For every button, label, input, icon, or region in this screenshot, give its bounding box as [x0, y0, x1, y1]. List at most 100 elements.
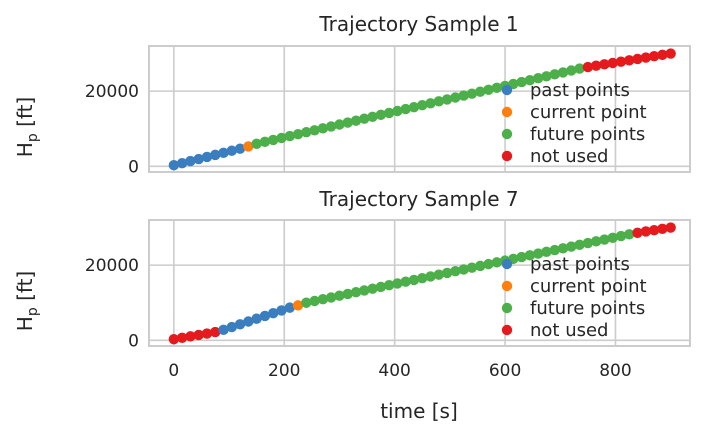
data-point-past-points — [268, 307, 279, 319]
data-point-future-points — [325, 292, 337, 303]
x-tick-label: 600 — [489, 361, 521, 381]
data-point-future-points — [400, 276, 411, 287]
data-point-future-points — [367, 111, 378, 122]
panel-2-data-points — [168, 222, 676, 345]
data-point-future-points — [350, 287, 362, 298]
data-point-future-points — [375, 109, 387, 121]
data-point-past-points — [176, 157, 188, 169]
data-point-past-points — [243, 316, 254, 327]
data-point-past-points — [251, 313, 262, 324]
data-point-future-points — [491, 257, 502, 268]
x-tick-label: 400 — [378, 361, 410, 381]
data-point-not-used — [193, 329, 204, 341]
data-point-past-points — [259, 310, 271, 322]
panel-1-grid — [149, 46, 690, 172]
panel-2-tick-labels: 0 20000 0 200 400 600 800 — [85, 256, 632, 381]
data-point-not-used — [185, 331, 196, 342]
data-point-current-point — [243, 141, 254, 152]
data-point-future-points — [359, 113, 370, 124]
data-point-future-points — [292, 128, 304, 140]
data-point-future-points — [417, 100, 428, 111]
data-point-future-points — [607, 232, 618, 244]
legend-label: future points — [530, 124, 645, 145]
data-point-future-points — [524, 250, 536, 261]
data-point-future-points — [574, 239, 585, 251]
data-point-future-points — [425, 98, 436, 109]
data-point-past-points — [234, 143, 246, 154]
data-point-future-points — [532, 73, 544, 84]
data-point-future-points — [615, 230, 627, 242]
data-point-future-points — [259, 136, 271, 148]
data-point-future-points — [516, 76, 527, 88]
y-tick-label: 20000 — [85, 256, 139, 276]
data-point-future-points — [408, 101, 420, 113]
data-point-future-points — [342, 117, 353, 128]
x-tick-label: 0 — [168, 361, 179, 381]
data-point-not-used — [648, 51, 660, 62]
data-point-not-used — [590, 60, 602, 71]
panel-trajectory-sample-1: Trajectory Sample 1 Hp [ft] 0 20000 past … — [13, 12, 691, 177]
x-axis-label: time [s] — [380, 399, 458, 423]
data-point-future-points — [441, 267, 453, 279]
panel-1-title: Trajectory Sample 1 — [318, 12, 518, 36]
panel-2-title: Trajectory Sample 7 — [318, 187, 518, 211]
data-point-not-used — [665, 48, 676, 59]
data-point-future-points — [549, 244, 560, 256]
data-point-future-points — [334, 119, 345, 130]
data-point-future-points — [367, 283, 378, 294]
legend-label: not used — [530, 146, 609, 167]
data-point-not-used — [599, 59, 610, 70]
data-point-not-used — [665, 222, 676, 233]
legend-label: current point — [530, 276, 647, 297]
legend-marker — [501, 324, 513, 336]
data-point-future-points — [301, 127, 312, 138]
data-point-future-points — [541, 246, 552, 258]
x-tick-label: 200 — [268, 361, 300, 381]
legend-marker — [501, 128, 513, 140]
data-point-future-points — [557, 67, 569, 78]
data-point-future-points — [375, 281, 387, 293]
data-point-future-points — [590, 236, 602, 247]
data-point-future-points — [359, 285, 370, 296]
data-point-past-points — [210, 149, 221, 161]
legend-label: past points — [530, 254, 630, 275]
data-point-future-points — [417, 272, 428, 284]
data-point-not-used — [624, 55, 635, 66]
data-point-future-points — [309, 125, 320, 136]
data-point-future-points — [400, 103, 411, 115]
y-tick-label: 0 — [128, 331, 139, 351]
data-point-past-points — [185, 155, 196, 167]
data-point-past-points — [201, 151, 213, 163]
data-point-past-points — [234, 319, 246, 330]
legend-marker — [501, 280, 513, 292]
data-point-future-points — [301, 297, 312, 308]
data-point-past-points — [226, 145, 238, 156]
data-point-future-points — [516, 251, 527, 263]
data-point-past-points — [276, 305, 287, 316]
data-point-past-points — [284, 302, 295, 313]
y-tick-label: 0 — [128, 157, 139, 177]
data-point-future-points — [425, 271, 436, 282]
data-point-not-used — [648, 224, 660, 236]
panel-2-ylabel: Hp [ft] — [13, 271, 41, 331]
data-point-not-used — [168, 334, 180, 345]
data-point-not-used — [210, 326, 221, 338]
data-point-future-points — [317, 123, 329, 134]
panel-1-frame — [148, 45, 691, 173]
data-point-future-points — [383, 107, 395, 119]
data-point-future-points — [532, 248, 544, 259]
legend-marker — [501, 84, 513, 96]
panel-2-frame — [148, 219, 691, 347]
data-point-not-used — [632, 53, 643, 65]
data-point-future-points — [491, 82, 502, 94]
legend-label: not used — [530, 320, 609, 341]
data-point-future-points — [557, 243, 569, 254]
data-point-future-points — [582, 237, 594, 249]
data-point-future-points — [599, 234, 610, 245]
data-point-future-points — [251, 138, 262, 149]
legend-marker — [501, 106, 513, 118]
data-point-past-points — [218, 324, 229, 336]
legend-marker — [501, 302, 513, 314]
data-point-future-points — [383, 279, 395, 291]
legend-label: current point — [530, 102, 647, 123]
